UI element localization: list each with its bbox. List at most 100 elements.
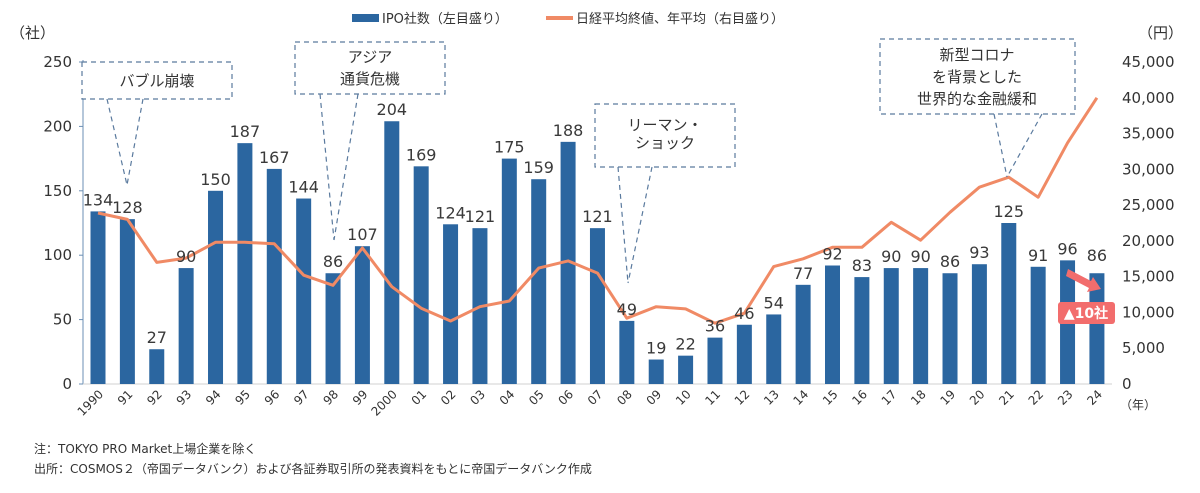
right-tick-label: 25,000: [1122, 196, 1175, 214]
bar-value-label: 134: [83, 190, 114, 209]
bar-value-label: 86: [323, 252, 343, 271]
ipo-bars: [90, 121, 1105, 385]
left-tick-label: 200: [43, 117, 72, 135]
x-tick-label: 04: [497, 387, 518, 408]
x-tick-label: 92: [144, 387, 165, 408]
x-tick-label: 12: [732, 387, 753, 408]
x-tick-label: 14: [791, 387, 812, 408]
right-axis-unit: （円）: [1138, 24, 1183, 42]
ipo-bar: [413, 166, 429, 384]
annotation-lehman-shock: リーマン・ ショック: [594, 103, 736, 284]
bar-value-label: 121: [465, 207, 496, 226]
left-axis-ticks: 0 50 100 150 200 250: [43, 53, 83, 393]
bar-value-label: 46: [734, 304, 754, 323]
annotation-covid-easing: 新型コロナ を背景とした 世界的な金融緩和: [879, 38, 1076, 178]
bar-value-label: 90: [881, 247, 901, 266]
x-tick-label: 98: [320, 387, 341, 408]
ipo-bar: [589, 228, 605, 384]
annotation-text: リーマン・: [627, 116, 702, 134]
right-tick-label: 40,000: [1122, 89, 1175, 107]
left-axis-unit: （社）: [10, 24, 55, 42]
source-note: 出所：COSMOS２（帝国データバンク）および各証券取引所の発表資料をもとに帝国…: [34, 462, 592, 476]
ipo-bar: [971, 264, 987, 384]
bar-value-label: 167: [259, 148, 290, 167]
x-tick-label: 11: [702, 387, 723, 408]
change-badge: ▲10社: [1058, 269, 1115, 324]
bar-value-label: 150: [200, 170, 231, 189]
x-tick-label: 94: [203, 387, 224, 408]
x-tick-label: 95: [232, 387, 253, 408]
legend-swatch-ipo: [352, 14, 379, 22]
left-tick-label: 250: [43, 53, 72, 71]
nikkei-line-layer: [97, 96, 1099, 325]
left-tick-label: 150: [43, 182, 72, 200]
bar-value-label: 107: [347, 225, 378, 244]
ipo-bar: [208, 190, 224, 384]
left-tick-label: 100: [43, 246, 72, 264]
bar-value-label: 169: [406, 145, 437, 164]
x-tick-label: 05: [526, 387, 547, 408]
x-tick-label: 20: [967, 387, 988, 408]
ipo-bar: [149, 349, 165, 384]
x-tick-label: 2000: [368, 387, 399, 418]
x-tick-label: 18: [908, 387, 929, 408]
bar-data-labels: 1341282790150187167144861072041691241211…: [83, 100, 1107, 357]
x-tick-label: 15: [820, 387, 841, 408]
bar-value-label: 121: [582, 207, 613, 226]
annotation-text: を背景とした: [932, 68, 1022, 86]
bar-value-label: 86: [1087, 246, 1107, 265]
ipo-bar: [1089, 273, 1105, 384]
ipo-bar: [854, 277, 870, 384]
ipo-nikkei-chart: IPO社数（左目盛り） 日経平均終値、年平均（右目盛り） （社） （円） （年）…: [10, 11, 1183, 419]
x-tick-label: 96: [262, 387, 283, 408]
x-tick-label: 16: [849, 387, 870, 408]
annotation-text: バブル崩壊: [119, 72, 194, 90]
bar-value-label: 49: [617, 300, 637, 319]
bar-value-label: 90: [176, 247, 196, 266]
right-axis-ticks: 0 5,000 10,000 15,000 20,000 25,000 30,000 35,0…: [1122, 53, 1175, 393]
ipo-bar: [501, 158, 517, 384]
right-tick-label: 20,000: [1122, 232, 1175, 250]
left-tick-label: 50: [53, 311, 72, 329]
annotation-asian-crisis: アジア 通貨危機: [294, 41, 446, 241]
ipo-bar: [825, 265, 840, 384]
right-tick-label: 10,000: [1122, 303, 1175, 321]
ipo-bar: [237, 143, 253, 384]
ipo-bar: [766, 314, 782, 384]
change-badge-text: ▲10社: [1064, 305, 1108, 322]
bar-value-label: 19: [646, 339, 666, 358]
x-tick-label: 22: [1026, 387, 1047, 408]
ipo-bar: [707, 337, 723, 384]
bar-value-label: 125: [994, 202, 1025, 221]
bar-value-label: 124: [435, 203, 466, 222]
ipo-bar: [1001, 223, 1017, 384]
decrease-arrow-icon: [1066, 269, 1101, 292]
ipo-bar: [443, 224, 459, 384]
ipo-bar: [648, 359, 664, 384]
annotation-text: 新型コロナ: [939, 46, 1014, 64]
bar-value-label: 54: [764, 293, 784, 312]
change-badge-bg: [1058, 302, 1115, 324]
bar-value-label: 93: [969, 243, 989, 262]
bar-value-label: 187: [230, 122, 261, 141]
bar-value-label: 86: [940, 252, 960, 271]
x-tick-label: 01: [409, 387, 430, 408]
ipo-bar: [90, 211, 106, 384]
bar-value-label: 92: [822, 245, 842, 264]
legend-label-ipo: IPO社数（左目盛り）: [382, 11, 508, 27]
ipo-bar: [913, 268, 929, 384]
right-tick-label: 35,000: [1122, 125, 1175, 143]
x-tick-label: 97: [291, 387, 312, 408]
bar-value-label: 144: [288, 178, 319, 197]
x-tick-label: 09: [644, 387, 665, 408]
ipo-bar: [531, 179, 547, 384]
ipo-bar: [1030, 266, 1046, 384]
ipo-bar: [942, 273, 958, 384]
x-tick-label: 17: [879, 387, 900, 408]
annotation-bubble-collapse: バブル崩壊: [81, 61, 233, 186]
ipo-bar: [883, 268, 899, 384]
x-tick-label: 08: [614, 387, 635, 408]
x-tick-label: 21: [996, 387, 1017, 408]
ipo-bar: [736, 324, 752, 384]
